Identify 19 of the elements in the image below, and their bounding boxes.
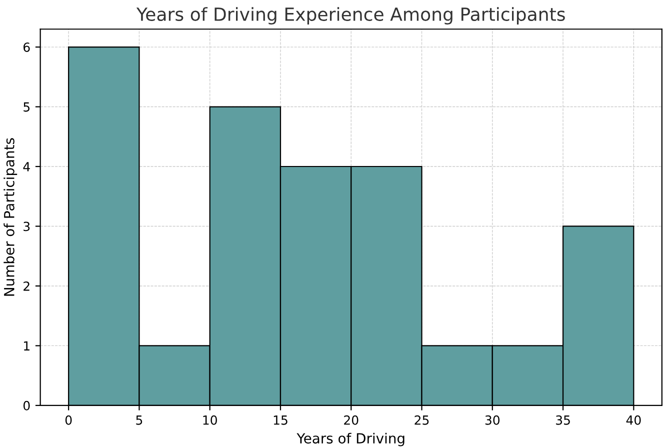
x-axis-title: Years of Driving bbox=[296, 432, 404, 446]
y-tick-label: 6 bbox=[24, 42, 30, 52]
x-tick-label: 5 bbox=[136, 416, 142, 425]
y-tick-label: 3 bbox=[24, 222, 30, 232]
y-tick-label: 4 bbox=[23, 162, 30, 172]
x-tick-label: 25 bbox=[414, 415, 429, 425]
y-tick-label: 0 bbox=[23, 400, 30, 410]
y-tick-label: 1 bbox=[24, 341, 30, 350]
chart-title: Years of Driving Experience Among Participants bbox=[136, 7, 565, 25]
x-tick-label: 40 bbox=[626, 415, 641, 425]
x-tick-label: 30 bbox=[485, 415, 500, 425]
x-tick-label: 0 bbox=[65, 415, 72, 425]
y-tick-label: 2 bbox=[24, 281, 30, 291]
x-tick-label: 15 bbox=[274, 416, 288, 425]
x-tick-label: 10 bbox=[203, 415, 217, 425]
y-axis-title: Number of Participants bbox=[4, 138, 18, 296]
y-tick-label: 5 bbox=[24, 102, 30, 112]
x-tick-label: 35 bbox=[556, 415, 570, 425]
x-tick-label: 20 bbox=[344, 415, 358, 425]
